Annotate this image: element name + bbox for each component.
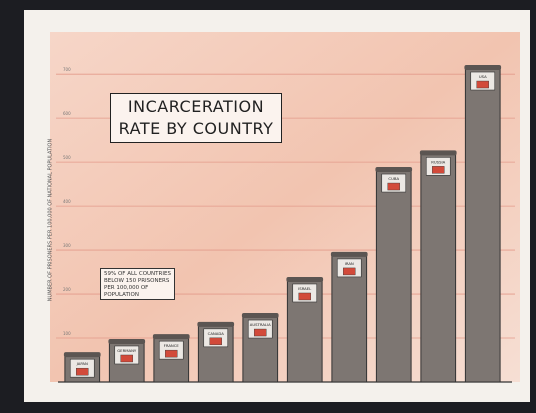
flag (432, 166, 445, 174)
bar (375, 169, 412, 383)
x-tick-label: CANADA (208, 331, 225, 336)
annotation: 59% OF ALL COUNTRIES BELOW 150 PRISONERS… (100, 268, 175, 300)
bar-cap (419, 150, 457, 156)
x-tick-label: GERMANY (117, 348, 137, 353)
bar-cap (197, 321, 235, 327)
y-tick-label: 200 (63, 287, 71, 292)
y-tick-label: 100 (63, 331, 71, 336)
flag (387, 182, 400, 191)
x-tick-label: IRAN (345, 261, 354, 266)
y-tick-label: 400 (63, 199, 71, 204)
bar (464, 67, 501, 383)
chart-title: INCARCERATION RATE BY COUNTRY (110, 93, 282, 143)
x-tick-label: RUSSIA (431, 159, 445, 164)
bar (420, 152, 457, 383)
y-tick-label: 300 (63, 243, 71, 248)
y-tick-label: 500 (63, 155, 71, 160)
y-axis-label: NUMBER OF PRISONERS PER 100,000 OF NATIO… (48, 139, 54, 302)
flag (165, 349, 178, 358)
flag (254, 328, 267, 337)
x-tick-label: CUBA (388, 176, 399, 181)
flag (343, 267, 356, 276)
flag (76, 367, 89, 376)
flag (209, 337, 222, 346)
bar-cap (241, 313, 279, 319)
x-tick-label: AUSTRALIA (250, 322, 271, 327)
flag (298, 292, 311, 301)
bar-cap (108, 338, 146, 344)
bar-cap (330, 251, 368, 257)
flag (120, 354, 133, 363)
bar-cap (286, 276, 324, 282)
x-tick-label: FRANCE (164, 343, 180, 348)
bar-cap (63, 352, 101, 358)
bar-cap (375, 167, 413, 173)
y-tick-label: 600 (63, 111, 71, 116)
x-tick-label: ISRAEL (298, 286, 312, 291)
x-tick-label: JAPAN (76, 361, 88, 366)
flag (476, 80, 489, 89)
bar-cap (152, 334, 190, 340)
bar-cap (464, 65, 502, 71)
x-tick-label: USA (479, 74, 487, 79)
y-tick-label: 700 (63, 67, 71, 72)
